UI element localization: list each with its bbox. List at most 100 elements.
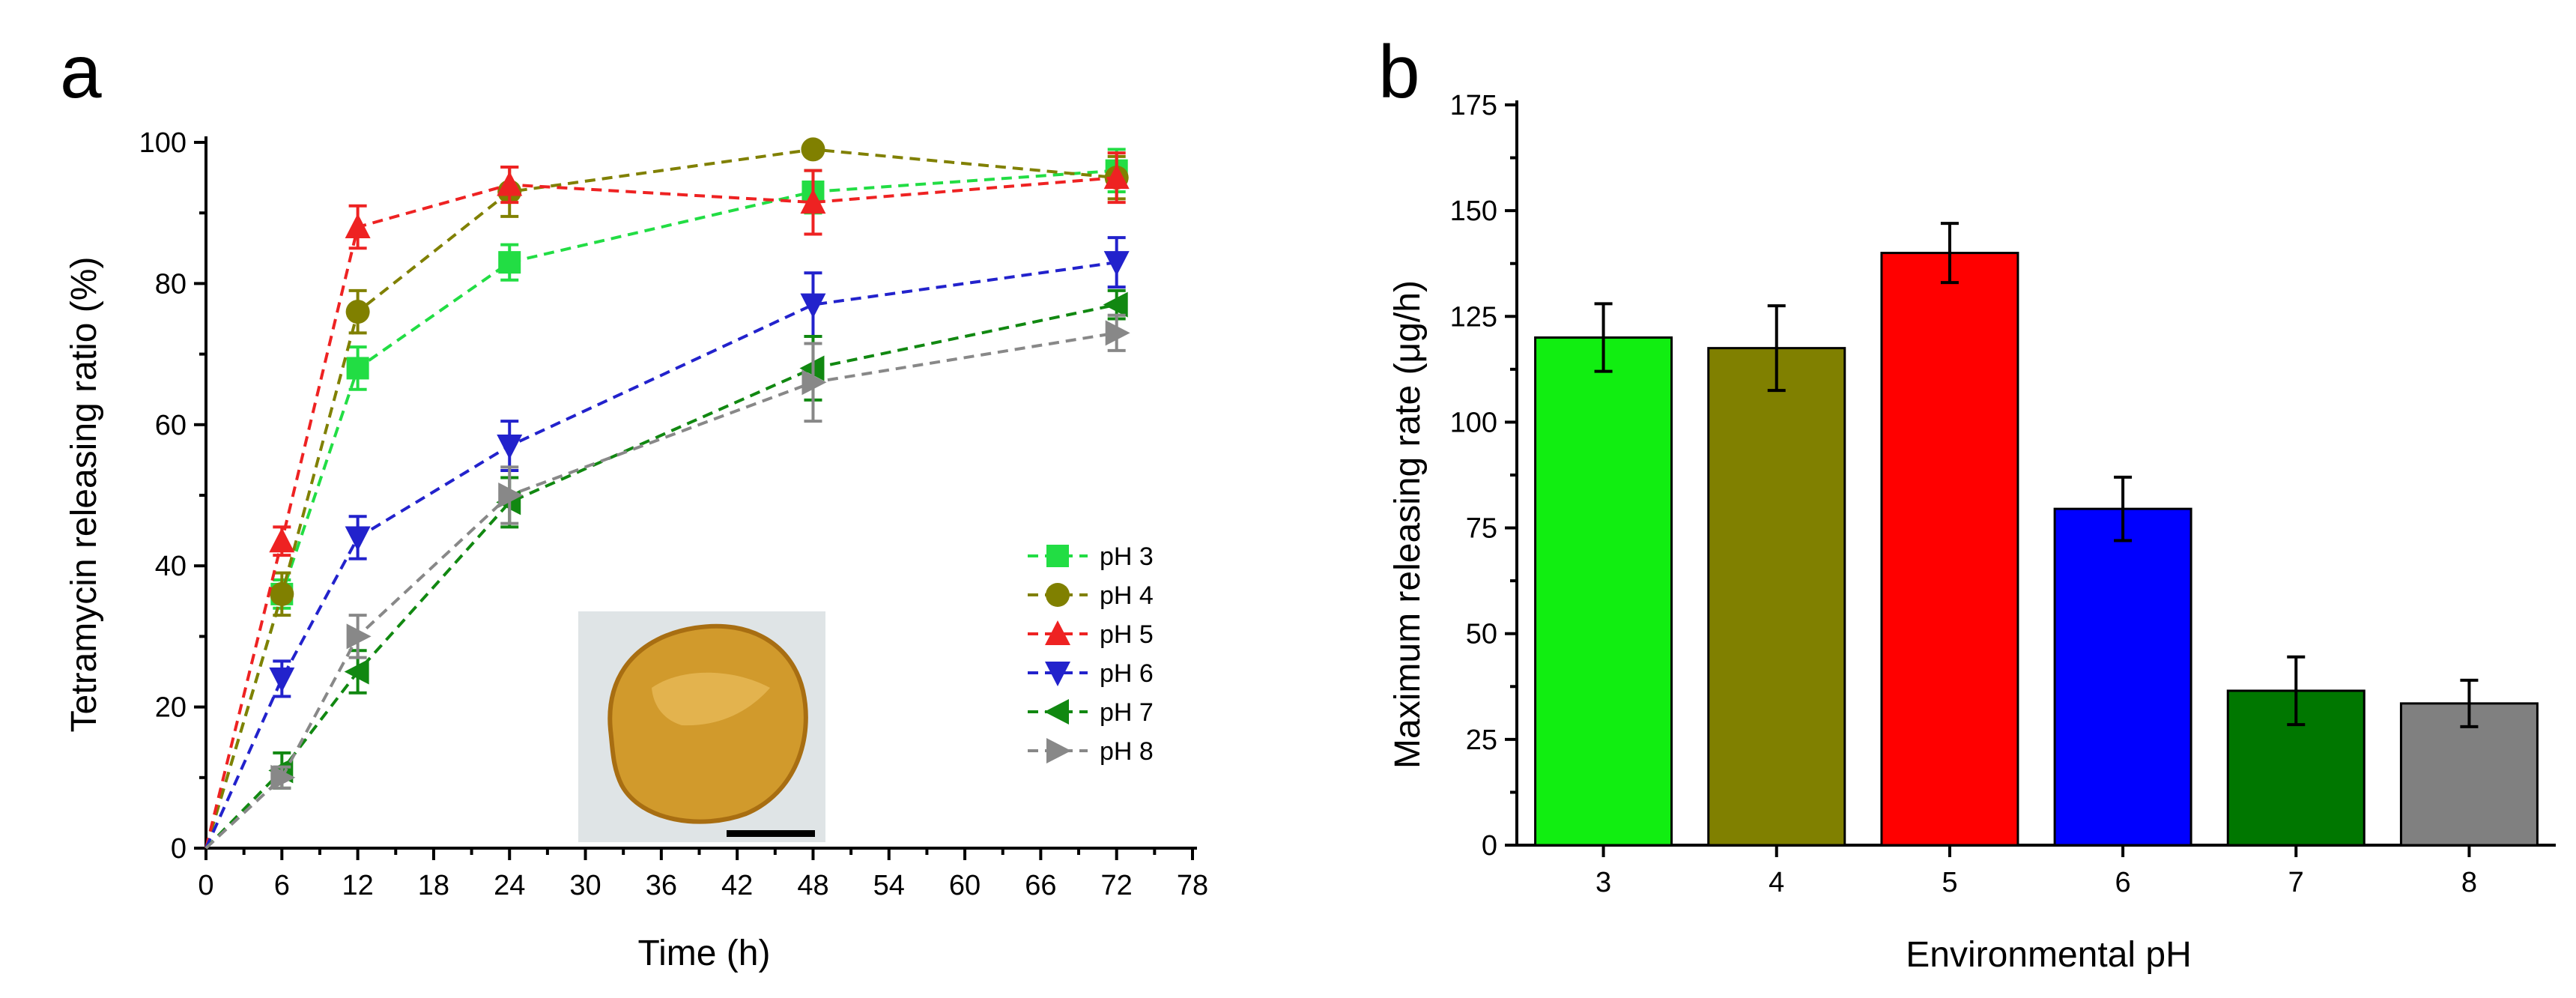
panel-a-y-tick-label: 0 [171,833,187,865]
legend-marker [1045,620,1070,645]
legend-marker [1044,699,1069,725]
panel-b-x-tick-label: 6 [2115,867,2131,898]
panel-a-line-chart: a 0 6 12 18 24 30 36 42 48 54 60 66 72 78 0 20 40 60 80 100… [60,30,1208,973]
panel-a-x-tick-label: 18 [418,870,449,901]
panel-b-label: b [1378,30,1420,114]
data-point [346,623,372,650]
data-point [269,667,295,692]
panel-b-y-tick-label: 25 [1466,725,1497,756]
data-point [346,357,369,380]
series-ph-8 [204,313,1130,850]
data-point [800,293,826,318]
bar-ph-3 [1534,336,1673,847]
amber-disc [607,623,808,824]
panel-a-x-tick-label: 6 [274,870,290,901]
panel-a-x-tick-label: 12 [342,870,373,901]
data-point [1103,164,1130,190]
data-point [498,483,524,508]
bar-ph-6 [2053,507,2192,847]
series-line [204,303,1118,850]
data-point [800,189,826,214]
data-point [801,137,825,162]
data-point [1103,291,1128,318]
legend-label: pH 3 [1100,542,1154,571]
legend-marker [1046,738,1071,763]
panel-a-y-tick-label: 100 [139,127,187,159]
series-line [204,176,1117,849]
panel-b-x-tick-label: 4 [1769,867,1784,898]
legend-label: pH 6 [1100,659,1154,688]
panel-b-x-axis-label: Environmental pH [1906,935,2192,975]
legend-label: pH 5 [1100,620,1154,649]
data-point [801,369,827,396]
panel-a-x-tick-label: 36 [646,870,677,901]
disc-highlight [652,672,770,726]
panel-b-y-tick-label: 125 [1450,301,1497,333]
legend-item: pH 4 [1028,581,1154,610]
data-point [497,435,523,460]
legend-label: pH 7 [1100,698,1154,727]
series-ph-5 [204,151,1130,849]
data-point [269,527,295,553]
panel-a-x-axis-label: Time (h) [638,934,771,973]
panel-a-x-tick-label: 48 [797,870,828,901]
panel-a-x-tick-label: 24 [494,870,525,901]
legend-marker [1045,662,1070,686]
legend-item: pH 5 [1028,620,1154,649]
panel-a-y-tick-label: 20 [155,692,187,724]
panel-b-y-tick-label: 75 [1466,513,1497,545]
panel-a-label: a [60,30,102,114]
series-line [204,148,1117,849]
series-line [204,261,1117,849]
legend-label: pH 4 [1100,581,1154,610]
panel-a-x-tick-label: 30 [569,870,601,901]
legend-item: pH 6 [1028,659,1154,688]
panel-a-y-tick-label: 80 [155,268,187,300]
legend-label: pH 8 [1100,737,1154,766]
data-point [1103,251,1130,276]
inset-photo [578,611,825,842]
data-point [497,171,523,196]
panel-a-x-tick-label: 66 [1025,870,1056,901]
panel-b-y-tick-label: 0 [1482,830,1497,862]
series-line [204,169,1117,849]
panel-b-y-tick-label: 150 [1450,196,1497,227]
data-point [1105,320,1130,346]
panel-b-y-axis-label: Maximum releasing rate (μg/h) [1388,280,1428,769]
data-point [345,214,371,239]
panel-a-y-axis-label: Tetramycin releasing ratio (%) [64,257,104,733]
legend-marker [1046,545,1069,567]
scale-bar [727,830,815,837]
bar-ph-4 [1707,347,1846,847]
panel-b-bar-chart: b 0 25 50 75 100 125 150 175 3 4 5 6 7 8 Environmenta… [1378,30,2556,975]
panel-a-x-tick-label: 42 [721,870,753,901]
panel-a-legend: pH 3 pH 4 pH 5 pH 6 pH 7 pH 8 [1028,542,1154,766]
panel-b-plot-area: 0 25 50 75 100 125 150 175 3 4 5 6 7 8 [1450,90,2556,898]
bar-ph-5 [1880,252,2019,847]
panel-a-plot-area: 0 6 12 18 24 30 36 42 48 54 60 66 72 78 0 20 40 60 80 100 [139,127,1209,901]
panel-b-x-tick-label: 3 [1595,867,1611,898]
panel-a-x-tick-label: 72 [1101,870,1133,901]
panel-a-x-tick-label: 54 [873,870,905,901]
panel-a-y-tick-label: 40 [155,551,187,582]
legend-item: pH 7 [1028,698,1154,727]
data-point [345,526,371,551]
legend-item: pH 3 [1028,542,1154,571]
panel-b-x-tick-label: 7 [2288,867,2304,898]
series-ph-6 [204,236,1130,849]
data-point [344,659,369,685]
panel-b-x-tick-label: 5 [1942,867,1957,898]
legend-marker [1046,583,1070,607]
panel-b-y-tick-label: 100 [1450,407,1497,438]
data-point [345,300,370,324]
panel-a-y-tick-label: 60 [155,410,187,441]
data-point [270,581,294,606]
panel-a-x-tick-label: 60 [949,870,981,901]
series-line [204,331,1118,850]
data-point [498,251,521,274]
legend-item: pH 8 [1028,737,1154,766]
panel-a-x-tick-label: 78 [1177,870,1208,901]
data-point [270,764,296,790]
panel-b-x-tick-label: 8 [2461,867,2477,898]
